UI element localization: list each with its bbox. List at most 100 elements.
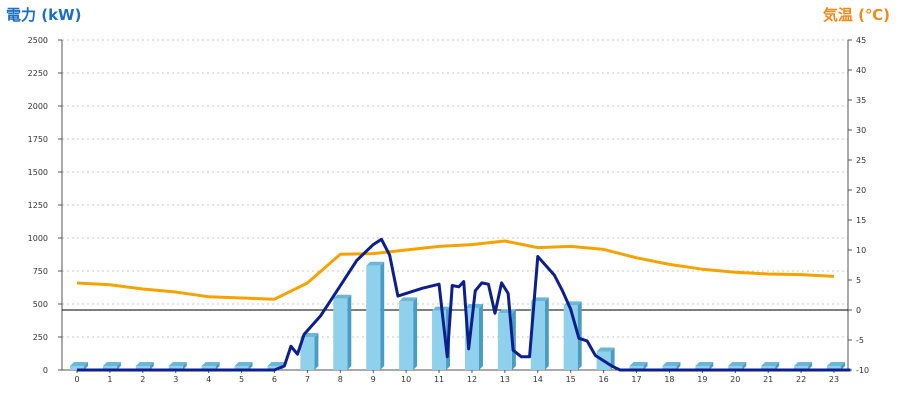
bar	[135, 366, 150, 370]
right-axis-title: 気温 (℃)	[822, 6, 890, 24]
left-tick-label: 2000	[28, 102, 48, 111]
bar-side	[116, 362, 121, 370]
right-tick-label: -10	[856, 366, 869, 375]
bar-side	[808, 362, 813, 370]
x-tick-label: 5	[239, 375, 244, 384]
left-tick-label: 2250	[28, 69, 48, 78]
bar-side	[149, 362, 154, 370]
x-tick-label: 18	[664, 375, 674, 384]
x-tick-label: 23	[829, 375, 839, 384]
bar-top	[399, 297, 418, 302]
left-axis-title: 電力 (kW)	[6, 6, 82, 24]
bar-top	[761, 362, 780, 366]
x-tick-label: 13	[500, 375, 510, 384]
bar	[70, 366, 84, 370]
bar	[464, 307, 479, 370]
bar-side	[511, 309, 516, 370]
bar	[168, 366, 183, 370]
bar	[629, 366, 644, 370]
x-tick-label: 14	[533, 375, 543, 384]
x-tick-label: 1	[107, 375, 112, 384]
left-tick-label: 500	[33, 300, 48, 309]
bar-side	[841, 362, 845, 370]
left-tick-label: 250	[33, 333, 48, 342]
x-tick-label: 4	[206, 375, 211, 384]
bar-side	[347, 294, 352, 370]
bar-top	[234, 362, 253, 366]
x-tick-label: 22	[796, 375, 806, 384]
bar-top	[629, 362, 648, 366]
bar-side	[413, 297, 418, 370]
bar-side	[742, 362, 747, 370]
right-tick-label: 10	[856, 246, 866, 255]
right-tick-label: 40	[856, 66, 866, 75]
bar-top	[794, 362, 813, 366]
left-tick-label: 1250	[28, 201, 48, 210]
right-tick-label: 30	[856, 126, 866, 135]
bar	[333, 298, 348, 370]
right-tick-label: 45	[856, 36, 866, 45]
bar-side	[182, 362, 187, 370]
bar-side	[314, 333, 319, 370]
bar-top	[728, 362, 747, 366]
right-tick-label: -5	[856, 336, 864, 345]
x-tick-label: 11	[434, 375, 444, 384]
bar	[761, 366, 776, 370]
bar-side	[215, 362, 220, 370]
right-tick-label: 15	[856, 216, 866, 225]
bar	[497, 313, 512, 370]
bar-side	[676, 362, 681, 370]
bar-side	[775, 362, 780, 370]
bar-side	[709, 362, 714, 370]
bar-top	[662, 362, 681, 366]
bar-top	[596, 347, 615, 352]
x-tick-label: 10	[401, 375, 411, 384]
bar-side	[248, 362, 253, 370]
right-tick-label: 25	[856, 156, 866, 165]
bar	[563, 305, 578, 370]
x-tick-label: 6	[272, 375, 277, 384]
bar-top	[366, 261, 385, 266]
x-tick-label: 2	[140, 375, 145, 384]
x-tick-label: 7	[305, 375, 310, 384]
right-tick-label: 5	[856, 276, 861, 285]
bar-side	[643, 362, 648, 370]
bar-top	[135, 362, 154, 366]
bar-side	[84, 362, 88, 370]
bar	[300, 337, 315, 370]
bar	[530, 301, 545, 370]
left-tick-label: 1500	[28, 168, 48, 177]
x-tick-label: 17	[631, 375, 641, 384]
bar	[201, 366, 216, 370]
bar-top	[201, 362, 220, 366]
bar	[695, 366, 710, 370]
bar	[234, 366, 249, 370]
bar-top	[168, 362, 187, 366]
x-tick-label: 12	[467, 375, 477, 384]
x-tick-label: 20	[730, 375, 740, 384]
bar-top	[827, 362, 845, 366]
right-tick-label: 35	[856, 96, 866, 105]
bar	[399, 301, 414, 370]
bar-side	[544, 297, 549, 370]
bar-top	[333, 294, 352, 299]
right-tick-label: 0	[856, 306, 861, 315]
bar-top	[102, 362, 121, 366]
bar-top	[497, 309, 516, 314]
power-line	[77, 237, 851, 372]
bar-top	[267, 362, 286, 366]
bar	[728, 366, 743, 370]
left-tick-label: 1000	[28, 234, 48, 243]
bar-side	[478, 303, 483, 370]
left-tick-label: 2500	[28, 36, 48, 45]
x-tick-label: 8	[338, 375, 343, 384]
bar	[662, 366, 677, 370]
bar	[794, 366, 809, 370]
x-tick-label: 16	[599, 375, 609, 384]
x-tick-label: 3	[173, 375, 178, 384]
temperature-line	[76, 239, 835, 301]
bar	[827, 366, 841, 370]
bar-top	[695, 362, 714, 366]
left-tick-label: 1750	[28, 135, 48, 144]
